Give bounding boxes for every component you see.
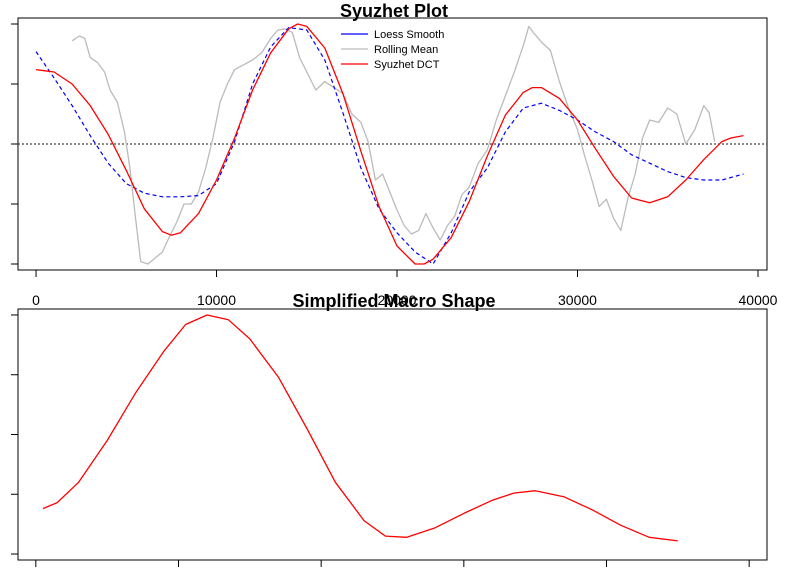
series-group-macro [42,314,678,542]
legend: Loess Smooth Rolling Mean Syuzhet DCT [341,29,444,71]
y-axis [11,23,18,265]
syuzhet-plot-panel: Syuzhet Plot 0 10000 20000 30000 40000 Loess… [11,1,778,308]
macro-shape-panel: Simplified Macro Shape [11,291,768,567]
chart-title-macro: Simplified Macro Shape [292,291,495,311]
x-tick-label: 30000 [558,292,597,308]
series-line-rolling-mean [71,25,716,265]
series-group [35,23,744,265]
x-tick-label: 20000 [378,292,417,308]
legend-label-rolling-mean: Rolling Mean [374,44,438,56]
x-axis: 0 10000 20000 30000 40000 [32,270,778,308]
x-axis-macro [35,560,750,567]
x-tick-label: 40000 [739,292,778,308]
x-tick-label: 0 [32,292,40,308]
y-axis-macro [11,314,18,555]
x-tick-label: 10000 [197,292,236,308]
series-line-loess-smooth [35,27,744,265]
chart-title: Syuzhet Plot [340,1,448,21]
legend-label-loess: Loess Smooth [374,29,444,41]
plot-frame-macro [17,308,768,561]
legend-label-syuzhet-dct: Syuzhet DCT [374,59,440,71]
series-line-simplified-macro-shape [42,314,678,542]
series-line-syuzhet-dct [35,23,744,265]
